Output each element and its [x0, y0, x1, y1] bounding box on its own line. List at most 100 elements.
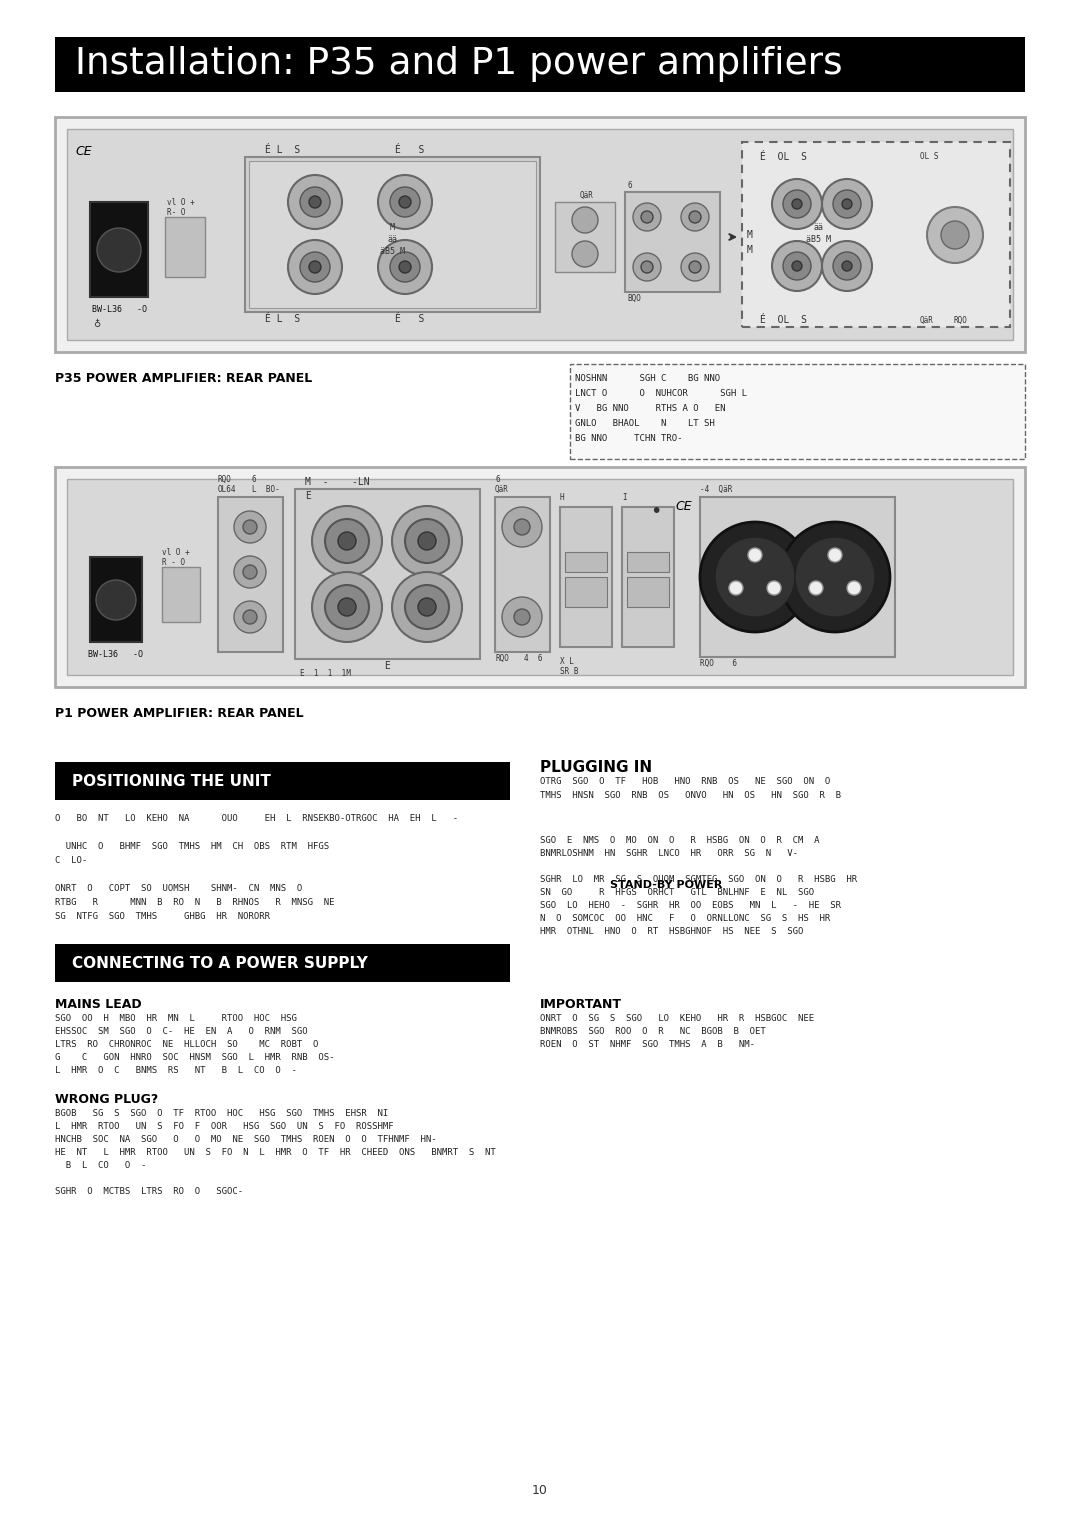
- Text: M: M: [390, 223, 394, 232]
- Circle shape: [390, 186, 420, 217]
- Text: ROEN  O  ST  NHMF  SGO  TMHS  A  B   NM-: ROEN O ST NHMF SGO TMHS A B NM-: [540, 1040, 755, 1049]
- Bar: [295, 489, 480, 660]
- Text: HNCHB  SOC  NA  SGO   O   O  MO  NE  SGO  TMHS  ROEN  O  O  TFHNMF  HN-: HNCHB SOC NA SGO O O MO NE SGO TMHS ROEN…: [55, 1135, 436, 1144]
- Circle shape: [392, 573, 462, 641]
- Circle shape: [748, 548, 762, 562]
- Circle shape: [234, 512, 266, 544]
- Circle shape: [399, 195, 411, 208]
- Text: RTBG   R      MNN  B  RO  N   B  RHNOS   R  MNSG  NE: RTBG R MNN B RO N B RHNOS R MNSG NE: [55, 898, 335, 907]
- Text: M: M: [747, 244, 753, 255]
- Text: POSITIONING THE UNIT: POSITIONING THE UNIT: [72, 774, 271, 788]
- Circle shape: [783, 189, 811, 218]
- Circle shape: [312, 573, 382, 641]
- Text: SGHR  LO  MR  SG  S  OUOM  SGMTFG  SGO  ON  O   R  HSBG  HR: SGHR LO MR SG S OUOM SGMTFG SGO ON O R H…: [540, 875, 858, 884]
- Text: TMHS  HNSN  SGO  RNB  OS   ONVO   HN  OS   HN  SGO  R  B: TMHS HNSN SGO RNB OS ONVO HN OS HN SGO R…: [540, 791, 841, 800]
- Text: R- O: R- O: [167, 208, 186, 217]
- Bar: [565, 577, 607, 608]
- Bar: [55, 37, 1025, 92]
- Bar: [570, 363, 1025, 460]
- Circle shape: [689, 211, 701, 223]
- Circle shape: [418, 531, 436, 550]
- Text: L  HMR  RTOO   UN  S  FO  F  OOR   HSG  SGO  UN  S  FO  ROSSHMF: L HMR RTOO UN S FO F OOR HSG SGO UN S FO…: [55, 1122, 393, 1132]
- Text: R - O: R - O: [162, 557, 185, 567]
- Circle shape: [96, 580, 136, 620]
- Circle shape: [833, 252, 861, 279]
- Circle shape: [689, 261, 701, 273]
- Circle shape: [572, 208, 598, 234]
- Text: ♁: ♁: [93, 319, 100, 328]
- Circle shape: [300, 252, 330, 282]
- Circle shape: [772, 179, 822, 229]
- Circle shape: [514, 609, 530, 625]
- Text: OL64: OL64: [218, 486, 237, 495]
- Text: 6: 6: [627, 182, 632, 189]
- Text: L  BO-: L BO-: [252, 486, 280, 495]
- Text: 6: 6: [495, 475, 500, 484]
- Circle shape: [309, 195, 321, 208]
- Text: B  L  CO   O  -: B L CO O -: [55, 1161, 147, 1170]
- Text: IMPORTANT: IMPORTANT: [540, 999, 622, 1011]
- Bar: [55, 762, 510, 800]
- Circle shape: [288, 240, 342, 295]
- Text: CE: CE: [675, 499, 691, 513]
- Bar: [565, 551, 607, 573]
- Circle shape: [772, 241, 822, 292]
- Text: 4  6: 4 6: [524, 654, 542, 663]
- Text: HE  NT   L  HMR  RTOO   UN  S  FO  N  L  HMR  O  TF  HR  CHEED  ONS   BNMRT  S  : HE NT L HMR RTOO UN S FO N L HMR O TF HR…: [55, 1148, 496, 1157]
- Circle shape: [783, 252, 811, 279]
- Text: vl O +: vl O +: [167, 199, 194, 208]
- Circle shape: [405, 519, 449, 563]
- Circle shape: [833, 189, 861, 218]
- Bar: [162, 567, 200, 621]
- Text: BNMROBS  SGO  ROO  O  R   NC  BGOB  B  OET: BNMROBS SGO ROO O R NC BGOB B OET: [540, 1028, 766, 1035]
- Text: É  OL  S: É OL S: [760, 153, 807, 162]
- Text: QäR: QäR: [495, 486, 509, 495]
- Circle shape: [715, 538, 795, 617]
- Text: MAINS LEAD: MAINS LEAD: [55, 999, 141, 1011]
- Text: Installation: P35 and P1 power amplifiers: Installation: P35 and P1 power amplifier…: [75, 46, 842, 82]
- Text: WRONG PLUG?: WRONG PLUG?: [55, 1093, 159, 1106]
- Text: M: M: [747, 231, 753, 240]
- Text: ää: ää: [813, 223, 823, 232]
- Text: RQO    6: RQO 6: [700, 660, 737, 667]
- Circle shape: [767, 580, 781, 596]
- Bar: [90, 202, 148, 296]
- Circle shape: [502, 507, 542, 547]
- Text: ONRT  O   COPT  SO  UOMSH    SHNM-  CN  MNS  O: ONRT O COPT SO UOMSH SHNM- CN MNS O: [55, 884, 302, 893]
- Text: PLUGGING IN: PLUGGING IN: [540, 760, 652, 776]
- Circle shape: [243, 565, 257, 579]
- Text: QäR: QäR: [580, 191, 594, 200]
- Circle shape: [325, 585, 369, 629]
- Circle shape: [927, 208, 983, 263]
- Text: E: E: [384, 661, 390, 670]
- Circle shape: [514, 519, 530, 534]
- Bar: [561, 507, 612, 647]
- Circle shape: [378, 240, 432, 295]
- Text: BQO: BQO: [627, 295, 640, 302]
- Text: SGO  OO  H  MBO  HR  MN  L     RTOO  HOC  HSG: SGO OO H MBO HR MN L RTOO HOC HSG: [55, 1014, 297, 1023]
- Bar: [90, 557, 141, 641]
- Bar: [218, 496, 283, 652]
- Text: STAND-BY POWER: STAND-BY POWER: [610, 880, 723, 890]
- Bar: [55, 118, 1025, 353]
- Bar: [67, 128, 1013, 341]
- Text: É  OL  S: É OL S: [760, 315, 807, 325]
- Bar: [249, 160, 536, 308]
- Text: SGO  LO  HEHO  -  SGHR  HR  OO  EOBS   MN  L   -  HE  SR: SGO LO HEHO - SGHR HR OO EOBS MN L - HE …: [540, 901, 841, 910]
- Circle shape: [234, 556, 266, 588]
- Bar: [495, 496, 550, 652]
- Text: äB5 M: äB5 M: [806, 235, 831, 244]
- Text: •: •: [650, 502, 661, 521]
- Circle shape: [338, 599, 356, 615]
- Text: N  O  SOMCOC  OO  HNC   F   O  ORNLLONC  SG  S  HS  HR: N O SOMCOC OO HNC F O ORNLLONC SG S HS H…: [540, 915, 831, 922]
- Circle shape: [941, 221, 969, 249]
- Text: X L: X L: [561, 657, 573, 666]
- Bar: [67, 479, 1013, 675]
- Text: G    C   GON  HNRO  SOC  HNSM  SGO  L  HMR  RNB  OS-: G C GON HNRO SOC HNSM SGO L HMR RNB OS-: [55, 1054, 335, 1061]
- Circle shape: [809, 580, 823, 596]
- Text: 10: 10: [532, 1484, 548, 1496]
- Circle shape: [288, 176, 342, 229]
- Text: SGO  E  NMS  O  MO  ON  O   R  HSBG  ON  O  R  CM  A: SGO E NMS O MO ON O R HSBG ON O R CM A: [540, 835, 820, 844]
- Text: O   BO  NT   LO  KEHO  NA      OUO     EH  L  RNSEKBO-OTRGOC  HA  EH  L   -: O BO NT LO KEHO NA OUO EH L RNSEKBO-OTRG…: [55, 814, 458, 823]
- Bar: [622, 507, 674, 647]
